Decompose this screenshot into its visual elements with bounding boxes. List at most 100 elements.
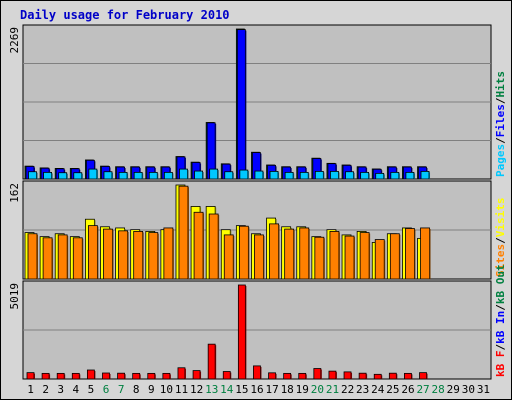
chart-title: Daily usage for February 2010 bbox=[20, 8, 230, 22]
x-tick-label: 17 bbox=[265, 383, 278, 396]
bar-kb-f bbox=[328, 370, 337, 380]
bar-kb-f bbox=[102, 372, 111, 380]
bar-kb-f bbox=[388, 372, 398, 380]
bar-pages bbox=[133, 171, 144, 180]
bar-pages bbox=[209, 168, 219, 180]
bar-pages bbox=[43, 171, 53, 180]
bar-kb-f bbox=[298, 372, 307, 380]
bar-sites bbox=[27, 233, 38, 280]
bar-pages bbox=[330, 170, 340, 180]
bar-sites bbox=[359, 232, 371, 280]
bar-pages bbox=[58, 172, 68, 180]
x-tick-label: 6 bbox=[103, 383, 110, 396]
bar-sites bbox=[57, 234, 69, 280]
x-tick-label: 24 bbox=[371, 383, 385, 396]
bar-sites bbox=[178, 185, 189, 280]
bar-sites bbox=[72, 237, 84, 280]
bar-kb-f bbox=[56, 372, 66, 380]
legend-separator: / bbox=[494, 97, 507, 104]
bar-pages bbox=[239, 169, 249, 180]
bar-sites bbox=[299, 227, 310, 280]
legend-visits-sites: Sites/Visits bbox=[494, 198, 507, 278]
legend-kbytes: kB F/kB In/kB Out bbox=[494, 264, 507, 377]
x-tick-label: 4 bbox=[73, 383, 80, 396]
bar-kb-f bbox=[283, 372, 292, 380]
bar-files bbox=[236, 29, 247, 180]
bar-pages bbox=[179, 168, 189, 180]
legend-entry: Visits bbox=[494, 198, 507, 238]
x-tick-label: 15 bbox=[235, 383, 248, 396]
legend-entry: Hits bbox=[494, 71, 507, 98]
bar-kb-f bbox=[237, 284, 247, 380]
legend-separator: / bbox=[494, 237, 507, 244]
x-tick-label: 8 bbox=[133, 383, 140, 396]
bar-pages bbox=[194, 170, 204, 180]
bar-sites bbox=[344, 235, 356, 280]
bar-kb-f bbox=[41, 372, 51, 380]
bar-kb-f bbox=[86, 369, 96, 380]
x-tick-label: 13 bbox=[205, 383, 218, 396]
bar-pages bbox=[299, 171, 310, 180]
bar-pages bbox=[420, 170, 431, 180]
bar-pages bbox=[148, 171, 159, 180]
bar-pages bbox=[405, 171, 415, 180]
bar-pages bbox=[88, 168, 98, 180]
y-max-label: 5019 bbox=[8, 283, 21, 310]
bar-pages bbox=[284, 171, 295, 180]
bar-sites bbox=[223, 234, 235, 280]
legend-entry: kB In bbox=[494, 311, 507, 344]
x-tick-label: 14 bbox=[220, 383, 234, 396]
x-tick-label: 9 bbox=[148, 383, 155, 396]
bar-pages bbox=[73, 172, 83, 180]
x-tick-label: 23 bbox=[356, 383, 369, 396]
bar-pages bbox=[103, 171, 113, 180]
x-tick-label: 21 bbox=[326, 383, 339, 396]
legend-separator: / bbox=[494, 304, 507, 311]
x-tick-label: 25 bbox=[386, 383, 399, 396]
bar-pages bbox=[390, 171, 400, 180]
x-tick-label: 16 bbox=[250, 383, 263, 396]
bar-pages bbox=[254, 170, 264, 180]
bar-sites bbox=[284, 228, 295, 280]
x-tick-label: 28 bbox=[432, 383, 445, 396]
bar-kb-f bbox=[253, 365, 262, 380]
legend-entry: Files bbox=[494, 104, 507, 137]
bar-sites bbox=[329, 231, 340, 280]
bar-kb-f bbox=[268, 372, 277, 380]
bar-kb-f bbox=[117, 372, 126, 380]
bar-sites bbox=[374, 239, 386, 280]
x-tick-label: 22 bbox=[341, 383, 354, 396]
bar-kb-f bbox=[26, 372, 35, 380]
x-tick-label: 31 bbox=[477, 383, 490, 396]
y-max-label: 162 bbox=[8, 183, 21, 203]
bar-sites bbox=[208, 213, 220, 280]
x-tick-label: 26 bbox=[401, 383, 414, 396]
bar-sites bbox=[103, 228, 114, 280]
x-tick-label: 27 bbox=[416, 383, 429, 396]
x-tick-label: 10 bbox=[160, 383, 173, 396]
bar-kb-f bbox=[373, 373, 383, 380]
bar-kb-f bbox=[404, 372, 413, 380]
bar-pages bbox=[269, 170, 280, 180]
bar-sites bbox=[133, 231, 144, 280]
bar-sites bbox=[405, 228, 416, 280]
bar-pages bbox=[314, 170, 325, 180]
bar-kb-f bbox=[132, 372, 141, 380]
x-tick-label: 20 bbox=[311, 383, 324, 396]
legend-entry: Pages bbox=[494, 144, 507, 177]
y-max-label: 2269 bbox=[8, 27, 21, 54]
x-tick-label: 7 bbox=[118, 383, 125, 396]
bar-sites bbox=[238, 225, 250, 280]
bar-sites bbox=[193, 211, 205, 280]
legend-separator: / bbox=[494, 137, 507, 144]
bar-kb-f bbox=[207, 343, 217, 380]
x-tick-label: 12 bbox=[190, 383, 203, 396]
x-tick-label: 3 bbox=[57, 383, 64, 396]
bar-kb-f bbox=[313, 368, 322, 380]
bar-pages bbox=[345, 171, 355, 180]
bar-kb-f bbox=[358, 372, 368, 380]
bar-pages bbox=[118, 171, 129, 180]
x-tick-label: 18 bbox=[281, 383, 294, 396]
